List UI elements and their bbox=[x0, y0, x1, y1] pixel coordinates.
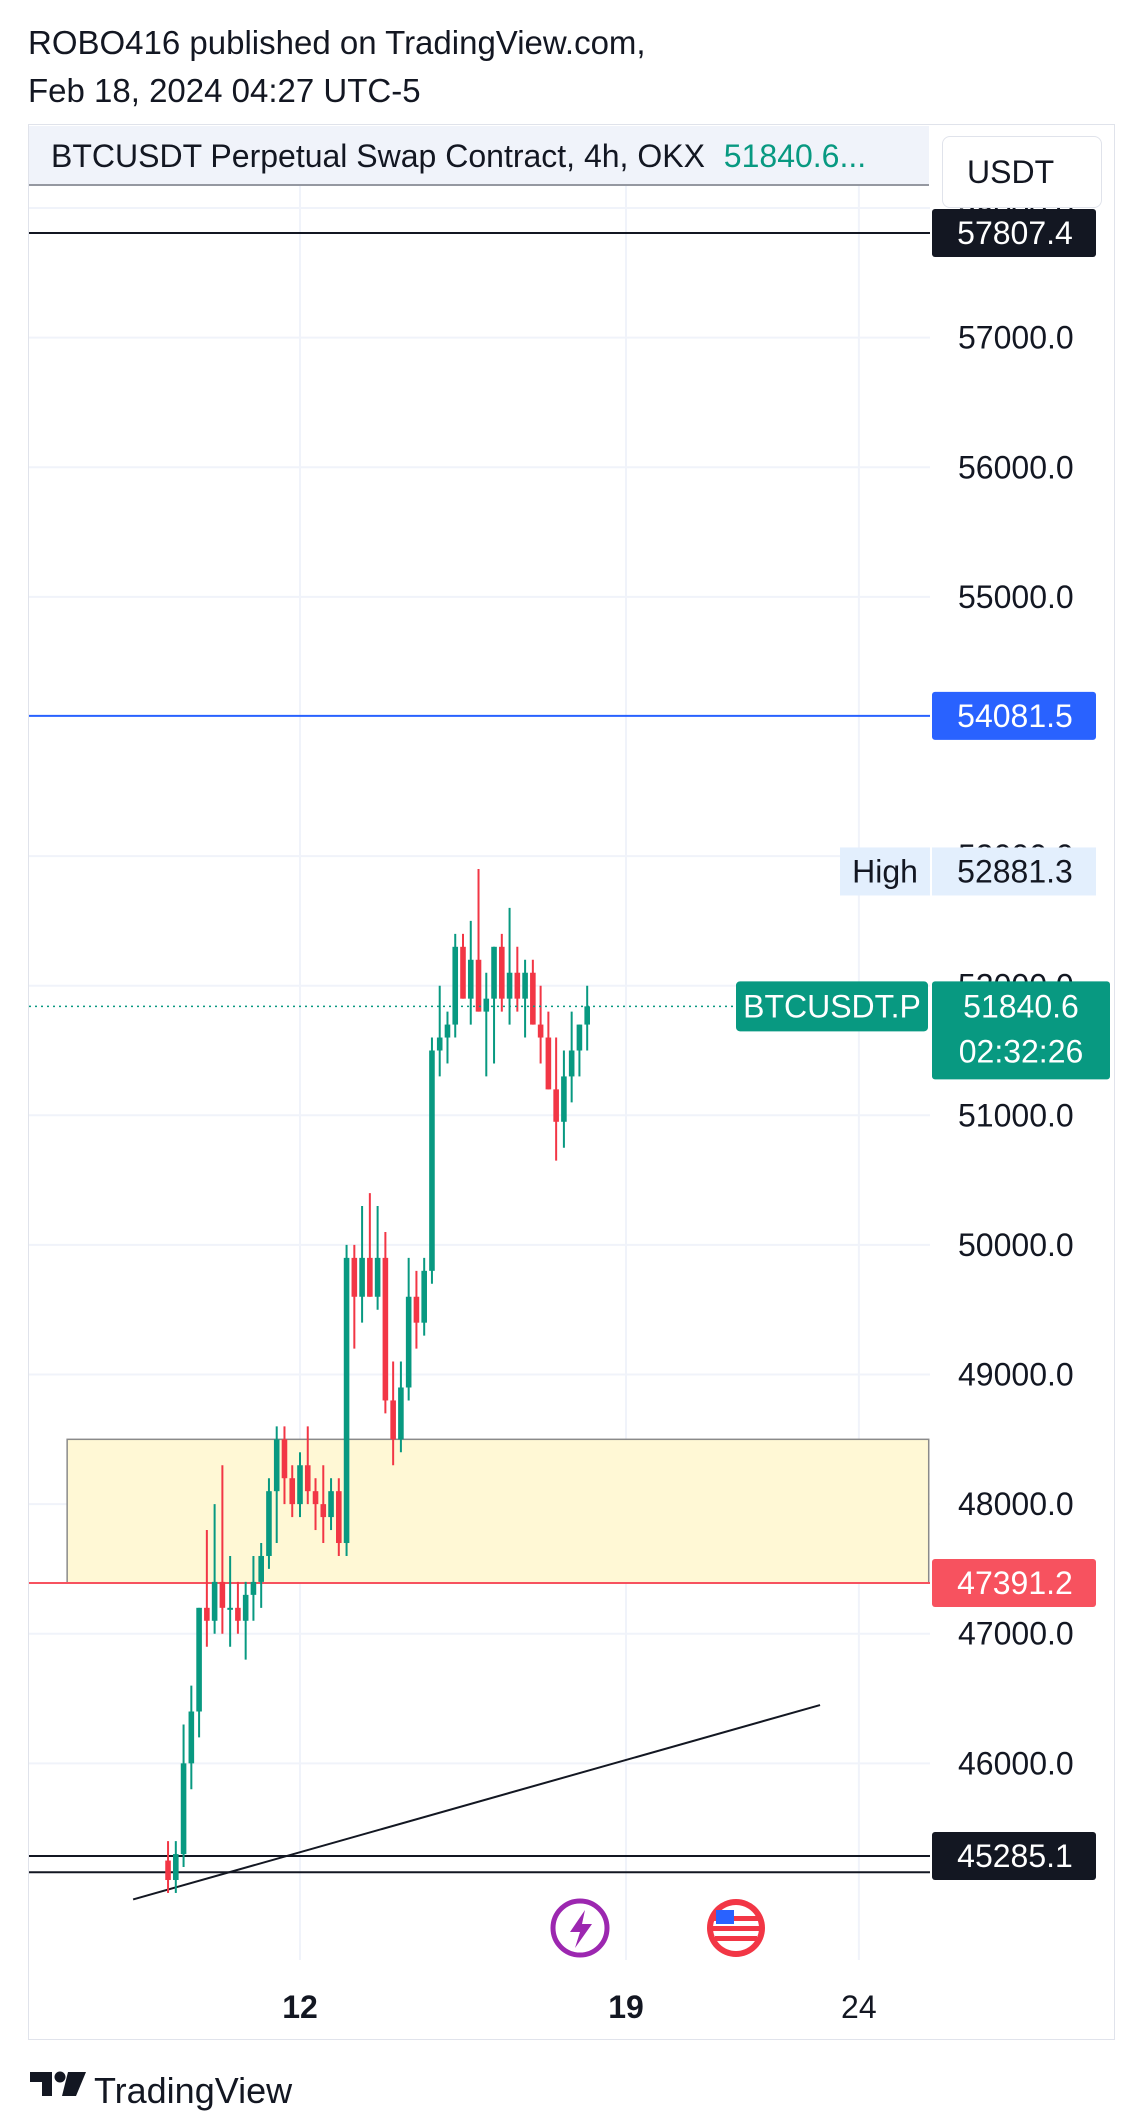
candle-body[interactable] bbox=[483, 998, 490, 1012]
high-label: High bbox=[852, 853, 918, 889]
lightning-icon[interactable] bbox=[550, 1898, 610, 1958]
candle-body[interactable] bbox=[530, 972, 536, 1025]
symbol-legend[interactable]: BTCUSDT Perpetual Swap Contract, 4h, OKX… bbox=[29, 126, 929, 186]
candle-body[interactable] bbox=[281, 1439, 288, 1479]
candle-body[interactable] bbox=[351, 1257, 358, 1297]
x-tick-label: 12 bbox=[282, 1989, 318, 2025]
candle-body[interactable] bbox=[421, 1270, 427, 1323]
currency-button[interactable]: USDT bbox=[942, 136, 1102, 208]
candle-body[interactable] bbox=[405, 1296, 412, 1388]
symbol-badge[interactable] bbox=[736, 981, 928, 1032]
candle-body[interactable] bbox=[491, 946, 497, 999]
candle-body[interactable] bbox=[227, 1607, 233, 1610]
candle-body[interactable] bbox=[467, 959, 474, 999]
trendline[interactable] bbox=[132, 1704, 821, 1901]
price-badge-54081-label: 54081.5 bbox=[957, 698, 1073, 734]
candle-body[interactable] bbox=[584, 1006, 590, 1025]
x-tick-label: 24 bbox=[841, 1989, 877, 2025]
candle-body[interactable] bbox=[475, 959, 482, 1012]
y-tick-label: 47000.0 bbox=[958, 1616, 1074, 1652]
y-tick-label: 51000.0 bbox=[958, 1097, 1074, 1133]
candle-body[interactable] bbox=[452, 946, 459, 1025]
price-badge-57807[interactable] bbox=[932, 209, 1096, 257]
candle-body[interactable] bbox=[235, 1607, 241, 1621]
price-badge-47391[interactable] bbox=[932, 1559, 1096, 1608]
candle-body[interactable] bbox=[312, 1491, 319, 1505]
candle-body[interactable] bbox=[196, 1607, 202, 1712]
candle-body[interactable] bbox=[429, 1050, 435, 1271]
x-tick-label: 19 bbox=[608, 1989, 644, 2025]
current-price-badge[interactable] bbox=[932, 981, 1110, 1080]
candle-body[interactable] bbox=[258, 1555, 264, 1582]
high-price-label: 52881.3 bbox=[957, 853, 1073, 889]
price-badge-45285-label: 45285.1 bbox=[957, 1838, 1073, 1874]
candle-body[interactable] bbox=[390, 1400, 396, 1440]
candle-body[interactable] bbox=[297, 1465, 303, 1505]
supply-demand-zone[interactable] bbox=[66, 1438, 930, 1584]
candle-body[interactable] bbox=[367, 1257, 373, 1297]
price-badge-57807-label: 57807.4 bbox=[957, 215, 1073, 251]
candle-body[interactable] bbox=[219, 1581, 226, 1608]
candle-body[interactable] bbox=[514, 972, 521, 999]
candle-body[interactable] bbox=[576, 1024, 583, 1051]
candle-body[interactable] bbox=[398, 1387, 404, 1440]
candle-body[interactable] bbox=[506, 972, 513, 999]
candle-body[interactable] bbox=[460, 946, 466, 999]
high-price-badge bbox=[932, 847, 1096, 896]
legend-last-price: 51840.6... bbox=[723, 138, 867, 174]
candle-body[interactable] bbox=[328, 1491, 334, 1518]
candle-body[interactable] bbox=[374, 1257, 381, 1297]
candle-body[interactable] bbox=[522, 972, 528, 999]
publish-date: Feb 18, 2024 04:27 UTC-5 bbox=[28, 72, 421, 109]
candle-body[interactable] bbox=[568, 1050, 575, 1077]
y-tick-label: 48000.0 bbox=[958, 1486, 1074, 1522]
candle-body[interactable] bbox=[436, 1037, 443, 1051]
candle-body[interactable] bbox=[444, 1024, 451, 1038]
candle-body[interactable] bbox=[343, 1257, 350, 1544]
y-tick-label: 50000.0 bbox=[958, 1227, 1074, 1263]
price-badge-54081[interactable] bbox=[932, 691, 1096, 740]
candle-body[interactable] bbox=[242, 1594, 249, 1621]
us-flag-icon[interactable] bbox=[707, 1899, 765, 1957]
candle-body[interactable] bbox=[188, 1711, 195, 1764]
candle-body[interactable] bbox=[250, 1581, 257, 1595]
y-tick-label: 46000.0 bbox=[958, 1745, 1074, 1781]
candle-body[interactable] bbox=[382, 1257, 389, 1401]
candle-body[interactable] bbox=[266, 1491, 272, 1556]
candle-body[interactable] bbox=[304, 1465, 311, 1492]
tradingview-logo-icon bbox=[30, 2071, 86, 2096]
footer-brand: TradingView bbox=[94, 2070, 293, 2111]
price-badge-47391-label: 47391.2 bbox=[957, 1565, 1073, 1601]
candle-body[interactable] bbox=[211, 1581, 218, 1621]
candle-countdown-label: 02:32:26 bbox=[959, 1033, 1084, 1069]
y-tick-label: 57000.0 bbox=[958, 320, 1074, 356]
candle-body[interactable] bbox=[499, 946, 505, 999]
y-tick-label: 56000.0 bbox=[958, 449, 1074, 485]
candle-body[interactable] bbox=[180, 1763, 187, 1855]
candle-body[interactable] bbox=[537, 1024, 544, 1038]
y-tick-label: 49000.0 bbox=[958, 1357, 1074, 1393]
candle-body[interactable] bbox=[336, 1491, 342, 1544]
candle-body[interactable] bbox=[561, 1076, 567, 1122]
candle-body[interactable] bbox=[413, 1296, 420, 1323]
candle-body[interactable] bbox=[320, 1504, 327, 1518]
candle-body[interactable] bbox=[545, 1037, 552, 1090]
y-tick-label: 55000.0 bbox=[958, 579, 1074, 615]
candle-body[interactable] bbox=[204, 1607, 210, 1621]
current-price-label: 51840.6 bbox=[963, 988, 1079, 1024]
candle-body[interactable] bbox=[165, 1860, 171, 1880]
legend-symbol: BTCUSDT Perpetual Swap Contract, 4h, OKX bbox=[51, 138, 705, 174]
published-by-line: ROBO416 published on TradingView.com, bbox=[28, 24, 646, 61]
candle-body[interactable] bbox=[359, 1257, 365, 1297]
price-badge-45285[interactable] bbox=[932, 1832, 1096, 1881]
candle-body[interactable] bbox=[173, 1854, 179, 1880]
candle-body[interactable] bbox=[553, 1089, 559, 1122]
chart-frame bbox=[28, 124, 1115, 2040]
symbol-badge-label: BTCUSDT.P bbox=[743, 988, 921, 1024]
candle-body[interactable] bbox=[273, 1439, 280, 1492]
candle-body[interactable] bbox=[289, 1478, 296, 1505]
high-label-box bbox=[840, 847, 930, 896]
